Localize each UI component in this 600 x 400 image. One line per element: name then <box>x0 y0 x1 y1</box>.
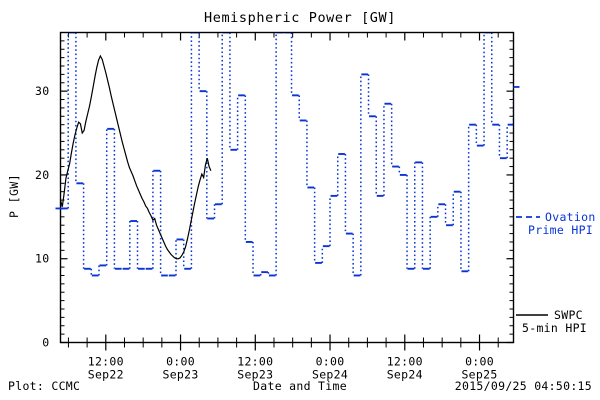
y-axis-tick-labels: 0 10 20 30 <box>35 84 49 349</box>
y-axis-tickmarks <box>60 32 514 344</box>
legend-ovation-label-line2: Prime HPI <box>528 223 593 237</box>
x-tick-label-time: 12:00 <box>237 355 273 369</box>
x-tick-label-time: 12:00 <box>88 355 124 369</box>
x-tick-label-date: Sep24 <box>312 368 348 382</box>
x-axis-tickmarks <box>67 32 499 351</box>
x-tick-label-date: Sep23 <box>162 368 198 382</box>
x-tick-label-time: 0:00 <box>166 355 195 369</box>
legend-ovation-label-line1: Ovation <box>545 210 596 224</box>
y-tick-label: 10 <box>35 252 49 266</box>
legend-swpc-label-line2: 5-min HPI <box>522 321 587 335</box>
x-tick-label-date: Sep25 <box>461 368 497 382</box>
x-tick-label-time: 0:00 <box>316 355 345 369</box>
y-tick-label: 30 <box>35 84 49 98</box>
y-tick-label: 20 <box>35 168 49 182</box>
legend-swpc-label-line1: SWPC <box>554 308 583 322</box>
y-axis-label: P [GW] <box>7 174 21 218</box>
x-axis-caption: Date and Time <box>253 379 347 393</box>
x-tick-label-date: Sep24 <box>387 368 423 382</box>
series-layer <box>61 33 513 277</box>
x-tick-label-date: Sep22 <box>88 368 124 382</box>
y-tick-label: 0 <box>42 336 49 350</box>
swpc-5min-hpi-line <box>61 54 212 260</box>
ovation-prime-hpi-connectors <box>67 33 513 276</box>
x-tick-label-date: Sep23 <box>237 368 273 382</box>
timestamp: 2015/09/25 04:50:15 <box>455 379 592 393</box>
chart-title: Hemispheric Power [GW] <box>204 10 396 26</box>
plot-frame <box>59 31 515 344</box>
ovation-prime-hpi-steps <box>61 33 513 277</box>
x-tick-label-time: 12:00 <box>387 355 423 369</box>
x-axis-tick-labels: 12:00Sep220:00Sep2312:00Sep230:00Sep2412… <box>88 355 498 382</box>
x-tick-label-time: 0:00 <box>465 355 494 369</box>
plot-credit: Plot: CCMC <box>8 379 80 393</box>
